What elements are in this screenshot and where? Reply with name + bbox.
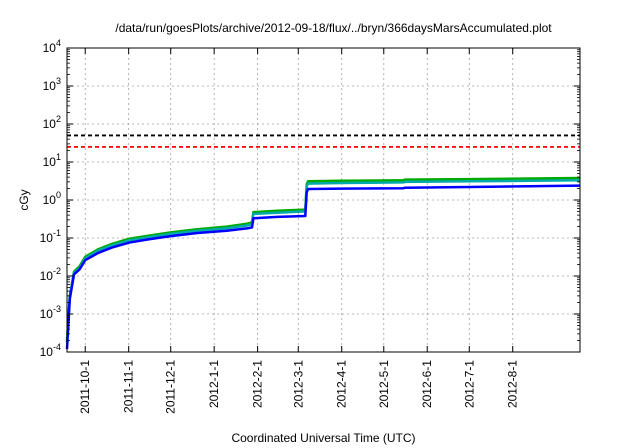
x-tick-label: 2012-8-1: [506, 360, 520, 408]
y-tick-label: 100: [43, 190, 61, 207]
series-line: [65, 184, 581, 350]
x-tick-label: 2012-5-1: [377, 360, 391, 408]
y-axis-label: cGy: [17, 189, 31, 210]
y-tick-label: 101: [43, 152, 61, 169]
x-tick-label: 2011-10-1: [78, 360, 92, 414]
x-tick-label: 2011-12-1: [164, 360, 178, 414]
series-line: [65, 179, 581, 343]
x-tick-label: 2012-6-1: [420, 360, 434, 408]
x-axis-ticks: 2011-10-1 2011-11-1 2011-12-1 2012-1-1 2012-…: [78, 48, 520, 414]
y-tick-label: 103: [43, 76, 61, 93]
y-tick-label: 102: [43, 114, 61, 131]
x-axis-label: Coordinated Universal Time (UTC): [231, 431, 415, 445]
y-tick-label: 10-3: [40, 304, 61, 321]
series-line: [65, 176, 581, 341]
y-axis-ticks: 10-4 10-3 10-2 10-1 100 101 102 103 104: [40, 38, 580, 359]
x-tick-label: 2012-7-1: [462, 360, 476, 408]
chart-title: /data/run/goesPlots/archive/2012-09-18/f…: [115, 21, 552, 35]
y-tick-label: 104: [43, 38, 61, 55]
x-tick-label: 2012-4-1: [335, 360, 349, 408]
reference-lines: [67, 134, 580, 148]
x-tick-label: 2012-1-1: [207, 360, 221, 408]
x-tick-label: 2012-2-1: [251, 360, 265, 408]
y-tick-label: 10-1: [40, 228, 61, 245]
y-tick-label: 10-2: [40, 266, 61, 283]
data-series: [65, 176, 581, 350]
x-tick-label: 2012-3-1: [291, 360, 305, 408]
grid-lines: [67, 48, 580, 352]
y-tick-label: 10-4: [40, 342, 61, 359]
x-tick-label: 2011-11-1: [122, 360, 136, 413]
